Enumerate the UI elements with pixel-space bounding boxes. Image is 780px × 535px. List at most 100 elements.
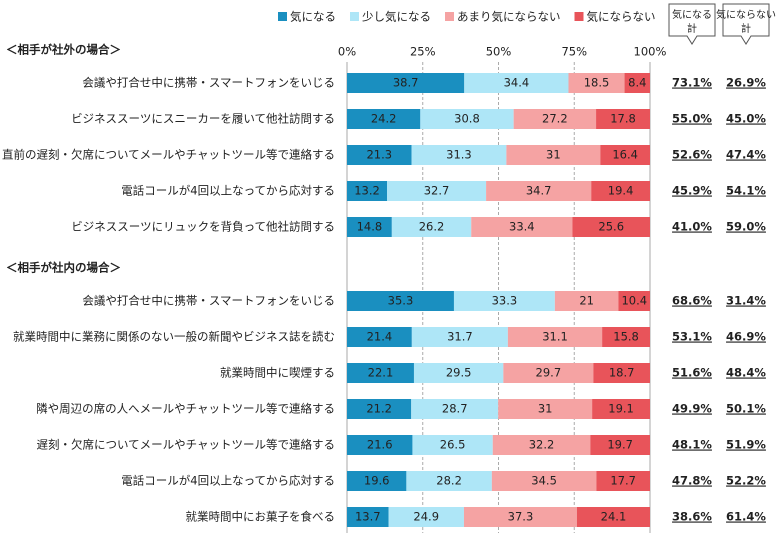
segment-label: 37.3: [508, 510, 534, 524]
bar-segment: [411, 327, 508, 347]
summary-header: 計: [687, 22, 697, 35]
summary-value: 46.9%: [726, 330, 766, 344]
legend-swatch: [350, 12, 359, 21]
bar-segment: [413, 363, 504, 383]
segment-label: 18.5: [584, 76, 610, 90]
segment-label: 24.1: [601, 510, 627, 524]
bar-segment: [624, 73, 650, 93]
bar-segment: [347, 181, 387, 201]
segment-label: 21: [579, 294, 594, 308]
segment-label: 25.6: [598, 220, 624, 234]
segment-label: 34.7: [526, 184, 552, 198]
segment-label: 18.7: [609, 366, 635, 380]
segment-label: 31: [538, 402, 553, 416]
x-tick-label: 75%: [561, 45, 587, 59]
x-tick-label: 0%: [338, 45, 356, 59]
group-label: ＜相手が社外の場合＞: [6, 43, 121, 57]
segment-label: 35.3: [388, 294, 414, 308]
category-label: 隣や周辺の席の人へメールやチャットツール等で連絡する: [36, 402, 335, 416]
segment-label: 15.8: [613, 330, 639, 344]
summary-value: 48.1%: [672, 438, 712, 452]
legend-swatch: [445, 12, 454, 21]
bar-segment: [602, 327, 650, 347]
bar-segment: [507, 327, 603, 347]
bar-segment: [347, 145, 412, 165]
x-tick-label: 100%: [634, 45, 667, 59]
bar-segment: [347, 471, 407, 491]
bar-segment: [492, 435, 591, 455]
bar-segment: [347, 217, 392, 237]
summary-value: 59.0%: [726, 220, 766, 234]
summary-value: 53.1%: [672, 330, 712, 344]
segment-label: 21.6: [367, 438, 393, 452]
segment-label: 24.2: [371, 112, 397, 126]
summary-value: 26.9%: [726, 76, 766, 90]
segment-label: 17.7: [610, 474, 636, 488]
segment-label: 21.4: [367, 330, 393, 344]
segment-label: 38.7: [393, 76, 419, 90]
bar-segment: [618, 291, 650, 311]
segment-label: 13.7: [355, 510, 381, 524]
bar-segment: [420, 109, 514, 129]
segment-label: 10.4: [621, 294, 647, 308]
summary-value: 55.0%: [672, 112, 712, 126]
summary-value: 49.9%: [672, 402, 712, 416]
category-label: 就業時間中に喫煙する: [220, 366, 335, 380]
summary-header-box: [722, 3, 770, 45]
bar-segment: [572, 217, 650, 237]
bar-segment: [464, 73, 569, 93]
segment-label: 19.6: [364, 474, 390, 488]
legend-label: 気にならない: [587, 10, 656, 24]
segment-label: 13.2: [354, 184, 380, 198]
segment-label: 29.5: [446, 366, 472, 380]
summary-value: 45.0%: [726, 112, 766, 126]
segment-label: 19.7: [607, 438, 633, 452]
bar-segment: [347, 291, 454, 311]
segment-label: 32.2: [529, 438, 555, 452]
bar-segment: [347, 507, 389, 527]
segment-label: 24.9: [413, 510, 439, 524]
summary-value: 68.6%: [672, 294, 712, 308]
legend-swatch: [278, 12, 287, 21]
segment-label: 8.4: [628, 76, 646, 90]
bar-segment: [471, 217, 573, 237]
summary-value: 52.2%: [726, 474, 766, 488]
summary-value: 52.6%: [672, 148, 712, 162]
bar-segment: [590, 435, 650, 455]
bar-segment: [411, 399, 499, 419]
legend-label: あまり気にならない: [457, 10, 561, 24]
bar-segment: [347, 399, 412, 419]
bar-segment: [513, 109, 597, 129]
bar-segment: [453, 291, 555, 311]
segment-label: 16.4: [612, 148, 638, 162]
legend-swatch: [574, 12, 584, 21]
segment-label: 34.5: [531, 474, 557, 488]
bar-segment: [347, 73, 465, 93]
bar-segment: [503, 363, 594, 383]
bar-segment: [491, 471, 597, 491]
bar-segment: [412, 435, 493, 455]
segment-label: 31: [546, 148, 561, 162]
bar-segment: [596, 109, 650, 129]
segment-label: 31.7: [447, 330, 473, 344]
segment-label: 19.4: [608, 184, 634, 198]
bar-segment: [463, 507, 577, 527]
segment-label: 31.1: [542, 330, 568, 344]
summary-header-box: [668, 3, 716, 45]
bar-segment: [506, 145, 601, 165]
bar-segment: [554, 291, 619, 311]
summary-value: 47.8%: [672, 474, 712, 488]
legend-label: 気になる: [290, 10, 336, 24]
bar-segment: [406, 471, 492, 491]
segment-label: 22.1: [368, 366, 394, 380]
category-label: 直前の遅刻・欠席についてメールやチャットツール等で連絡する: [2, 148, 335, 162]
bar-segment: [591, 181, 650, 201]
segment-label: 26.5: [440, 438, 466, 452]
summary-header: 計: [741, 22, 751, 35]
summary-value: 51.6%: [672, 366, 712, 380]
segment-label: 32.7: [424, 184, 450, 198]
category-label: 会議や打合せ中に携帯・スマートフォンをいじる: [82, 76, 335, 90]
segment-label: 34.4: [504, 76, 530, 90]
summary-value: 54.1%: [726, 184, 766, 198]
summary-value: 38.6%: [672, 510, 712, 524]
